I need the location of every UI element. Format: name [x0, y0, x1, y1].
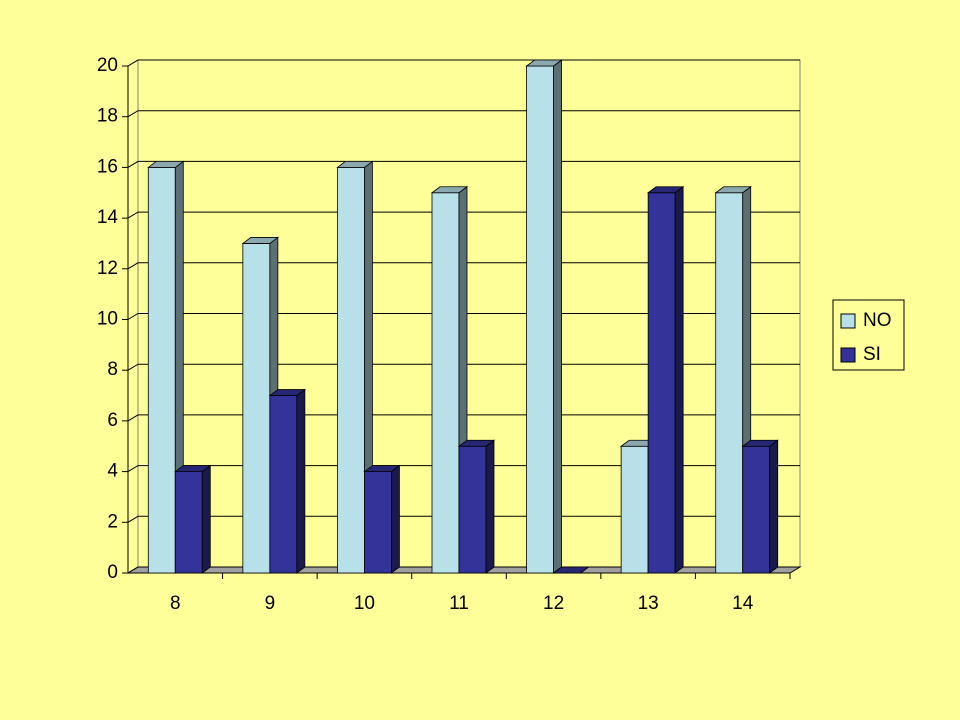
- grid-line: [127, 160, 800, 168]
- bar-front: [147, 166, 176, 574]
- bar-front: [620, 445, 649, 574]
- bar-front: [526, 65, 554, 574]
- bar: [646, 185, 685, 574]
- y-tick-label: 10: [97, 309, 118, 330]
- bar-top: [552, 566, 590, 574]
- y-tick-label: 0: [107, 562, 118, 583]
- y-tick-label: 18: [97, 106, 118, 127]
- y-tick-label: 2: [107, 511, 118, 532]
- grid-line: [127, 515, 800, 523]
- bar-side: [201, 464, 211, 574]
- y-tick-label: 4: [107, 461, 118, 482]
- y-tick-label: 20: [97, 55, 118, 76]
- bar-side: [769, 439, 779, 574]
- bar-top: [430, 186, 469, 194]
- grid-line: [127, 363, 800, 371]
- bar-top: [336, 160, 374, 168]
- legend-label: NO: [863, 310, 892, 331]
- x-tick-label: 12: [543, 593, 564, 614]
- y-tick-label: 6: [107, 410, 118, 431]
- x-tick-label: 11: [449, 593, 469, 614]
- bar-side: [391, 464, 400, 574]
- bar: [363, 464, 401, 574]
- bar-front: [364, 471, 392, 574]
- bar-front: [742, 445, 771, 574]
- bar: [552, 566, 590, 574]
- bar-side: [674, 185, 684, 574]
- grid-line: [127, 313, 800, 320]
- x-tick-label: 13: [638, 593, 659, 614]
- bar-front: [647, 192, 676, 574]
- legend-swatch: [840, 313, 856, 329]
- bar: [525, 59, 563, 574]
- bar: [741, 439, 779, 574]
- y-tick-label: 8: [107, 359, 118, 380]
- grid-line: [127, 211, 800, 219]
- legend-box: [832, 299, 905, 371]
- bar-front: [269, 395, 298, 574]
- x-tick-label: 8: [170, 593, 181, 614]
- grid-line: [127, 414, 800, 422]
- bar-top: [147, 160, 185, 168]
- bar-top: [646, 186, 685, 194]
- bar-side: [296, 388, 306, 574]
- bar-top: [241, 237, 280, 244]
- grid-line: [127, 465, 800, 473]
- bar-front: [174, 471, 203, 574]
- x-tick-label: 14: [732, 593, 754, 614]
- bar-front: [242, 243, 271, 574]
- bar-top: [363, 465, 401, 473]
- bar: [457, 439, 496, 574]
- x-tick-label: 9: [265, 593, 276, 614]
- y-tick-label: 12: [97, 258, 118, 279]
- legend-label: SI: [863, 344, 881, 365]
- grid-line: [127, 262, 800, 270]
- x-tick-label: 10: [354, 593, 375, 614]
- y-tick-label: 16: [97, 156, 118, 177]
- bar-side: [553, 59, 562, 574]
- bar-top: [174, 465, 212, 473]
- bar-front: [431, 192, 460, 574]
- bar-top: [525, 59, 563, 67]
- y-tick-label: 14: [97, 207, 119, 228]
- bar: [174, 464, 212, 574]
- legend-swatch: [840, 347, 856, 363]
- grid-line: [127, 59, 800, 67]
- bar-top: [457, 439, 496, 447]
- bar-front: [458, 445, 487, 574]
- bar-top: [741, 439, 779, 447]
- bar-side: [485, 439, 495, 574]
- bar-front: [337, 166, 365, 574]
- bar-top: [714, 186, 752, 194]
- bar-top: [268, 389, 307, 396]
- grid-line: [127, 110, 800, 118]
- bar-front: [715, 192, 744, 574]
- bar: [268, 388, 307, 574]
